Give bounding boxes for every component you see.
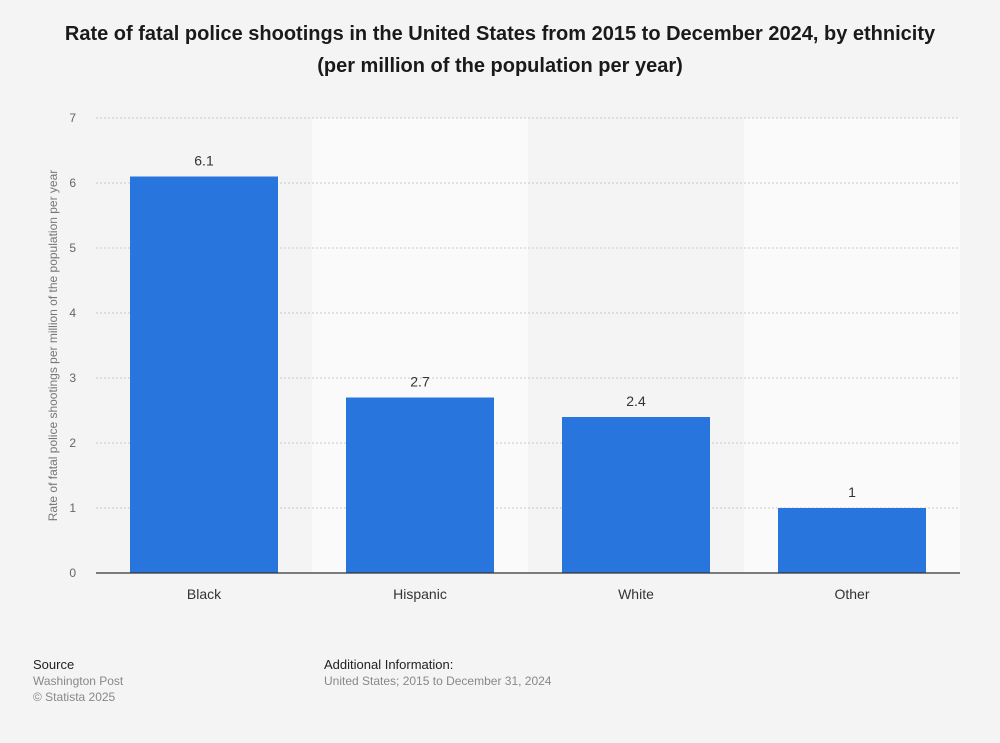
chart-title: Rate of fatal police shootings in the Un… [64,23,936,77]
data-label-hispanic: 2.7 [410,374,430,390]
additional-info-line: United States; 2015 to December 31, 2024 [324,674,552,688]
bar-white[interactable] [562,417,710,573]
data-label-white: 2.4 [626,393,646,409]
x-tick-label-hispanic: Hispanic [393,586,447,602]
x-tick-label-other: Other [834,586,869,602]
copyright-line: © Statista 2025 [33,690,116,704]
y-tick-label: 6 [69,176,76,190]
y-tick-label: 1 [69,501,76,515]
bar-other[interactable] [778,508,926,573]
additional-info-section: Additional Information: United States; 2… [324,657,551,689]
bar-black[interactable] [130,176,278,574]
y-tick-label: 5 [69,241,76,255]
x-tick-label-black: Black [187,586,222,602]
y-axis-ticks: 0 1 2 3 4 5 6 7 [69,111,76,580]
bar-hispanic[interactable] [346,397,494,574]
data-label-other: 1 [848,484,856,500]
x-tick-label-white: White [618,586,654,602]
category-band [744,118,960,573]
source-section: Source Washington Post © Statista 2025 [33,657,123,705]
y-tick-label: 2 [69,436,76,450]
data-labels: 6.1 2.7 2.4 1 [194,153,856,501]
y-tick-label: 7 [69,111,76,125]
additional-info-heading[interactable]: Additional Information: [324,657,454,672]
y-tick-label: 4 [69,306,76,320]
y-tick-label: 0 [69,566,76,580]
data-label-black: 6.1 [194,153,214,169]
source-heading: Source [33,657,75,672]
y-axis-title: Rate of fatal police shootings per milli… [46,170,60,522]
y-tick-label: 3 [69,371,76,385]
x-axis-labels: Black Hispanic White Other [187,586,870,602]
bars [130,176,926,574]
source-line[interactable]: Washington Post [33,674,124,688]
